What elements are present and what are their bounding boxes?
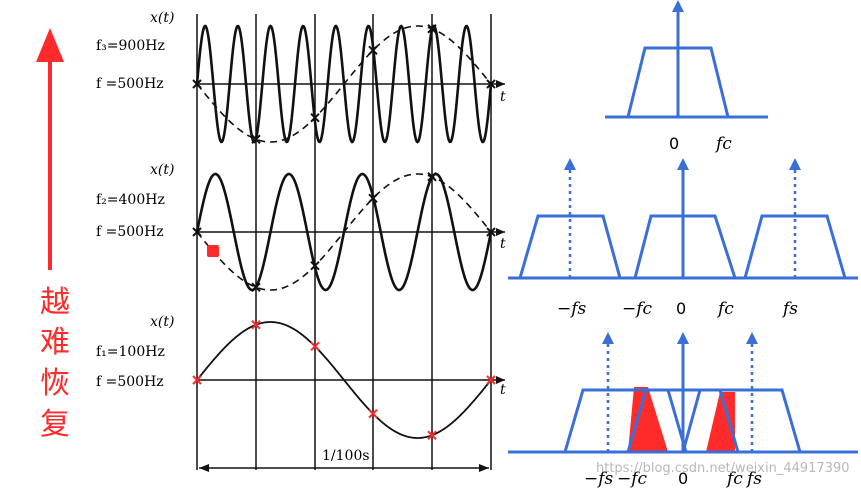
alias-100hz-dashed-curve xyxy=(196,25,492,143)
spectrum-bottom-sample-lines xyxy=(606,340,754,452)
sample-mark-bottom xyxy=(251,320,261,330)
caption-char-1: 越 xyxy=(40,285,70,320)
sample-mark-bottom xyxy=(368,408,378,419)
spectrum-middle-neg-fs: −fs xyxy=(557,299,587,319)
panel1-ylabel: x(t) xyxy=(150,314,174,330)
t-axis-arrow-3 xyxy=(496,376,505,384)
spectrum-bottom xyxy=(508,340,858,454)
sample-mark-middle xyxy=(486,227,496,237)
sample-mark-top xyxy=(486,79,496,89)
recovery-difficulty-arrow xyxy=(36,28,64,270)
spectrum-middle-fc: fc xyxy=(716,299,734,319)
interval-arrow-right xyxy=(479,464,489,472)
sample-mark-bottom xyxy=(486,375,496,385)
panel2-t-label: t xyxy=(500,236,506,252)
sample-mark-top xyxy=(251,134,261,144)
sample-mark-middle xyxy=(368,193,378,204)
spectrum-middle-arrow-fs xyxy=(789,158,801,170)
interval-arrow-left xyxy=(199,464,209,472)
sample-mark-bottom xyxy=(310,341,320,352)
alias-overlap-right xyxy=(706,392,735,452)
panel1-signal-label: f₁=100Hz xyxy=(96,344,165,360)
panel3-t-label: t xyxy=(500,89,506,105)
sample-mark-middle xyxy=(310,260,320,271)
spectrum-top-zero: 0 xyxy=(669,134,679,153)
spectrum-bottom-arrow-fs xyxy=(746,332,758,344)
spectrum-bottom-arrow-neg-fs xyxy=(602,332,614,344)
caption-char-2: 难 xyxy=(40,325,70,360)
watermark-url: https://blog.csdn.net/weixin_44917390 xyxy=(596,461,850,476)
time-axes xyxy=(196,14,505,470)
spectrum-top xyxy=(605,6,768,119)
sample-mark-middle xyxy=(192,227,202,237)
spectrum-middle-neg-fc: −fc xyxy=(622,299,653,319)
interval-label: 1/100s xyxy=(322,448,370,464)
panel2-signal-label: f₂=400Hz xyxy=(96,192,165,208)
panel3-ylabel: x(t) xyxy=(150,10,174,26)
spectrum-middle xyxy=(508,166,858,280)
spectrum-middle-fs: fs xyxy=(781,299,798,319)
sample-mark-middle xyxy=(251,282,261,292)
t-axis-arrow-1 xyxy=(496,80,505,88)
spectrum-bottom-arrow xyxy=(677,332,689,344)
alias-overlap-left xyxy=(628,387,668,452)
spectrum-middle-zero: 0 xyxy=(676,299,686,318)
panel2-sample-label: f =500Hz xyxy=(96,224,164,240)
spectrum-middle-arrow xyxy=(677,158,689,170)
sample-mark-top xyxy=(192,79,202,89)
sample-mark-top xyxy=(310,112,320,123)
t-axis-arrow-2 xyxy=(496,228,505,236)
spectrum-bottom-neg-fc: −fc xyxy=(617,469,648,489)
panel1-sample-label: f =500Hz xyxy=(96,374,164,390)
red-marker-dot xyxy=(207,245,219,257)
spectrum-top-fc: fc xyxy=(714,134,732,154)
sample-mark-middle xyxy=(427,172,437,182)
spectrum-middle-arrow-neg-fs xyxy=(564,158,576,170)
spectrum-bottom-fs: fs xyxy=(745,469,762,489)
sample-mark-top xyxy=(427,24,437,34)
sample-mark-top xyxy=(368,45,378,56)
signal-100hz-curve xyxy=(196,321,492,439)
spectrum-top-arrow xyxy=(672,0,684,12)
spectrum-bottom-fc: fc xyxy=(725,469,743,489)
caption-char-3: 恢 xyxy=(40,366,70,401)
panel1-t-label: t xyxy=(500,382,506,398)
spectrum-bottom-zero: 0 xyxy=(678,469,688,488)
spectrum-bottom-neg-fs: −fs xyxy=(584,469,614,489)
spectrum-middle-sample-lines xyxy=(568,166,797,278)
sample-markers xyxy=(192,24,496,440)
panel3-sample-label: f =500Hz xyxy=(96,76,164,92)
panel3-signal-label: f₃=900Hz xyxy=(96,38,165,54)
caption-char-4: 复 xyxy=(40,407,70,442)
sample-mark-bottom xyxy=(192,375,202,385)
sample-mark-bottom xyxy=(427,430,437,440)
alias-100hz-dashed-curve-2 xyxy=(196,173,492,291)
panel2-ylabel: x(t) xyxy=(150,162,174,178)
